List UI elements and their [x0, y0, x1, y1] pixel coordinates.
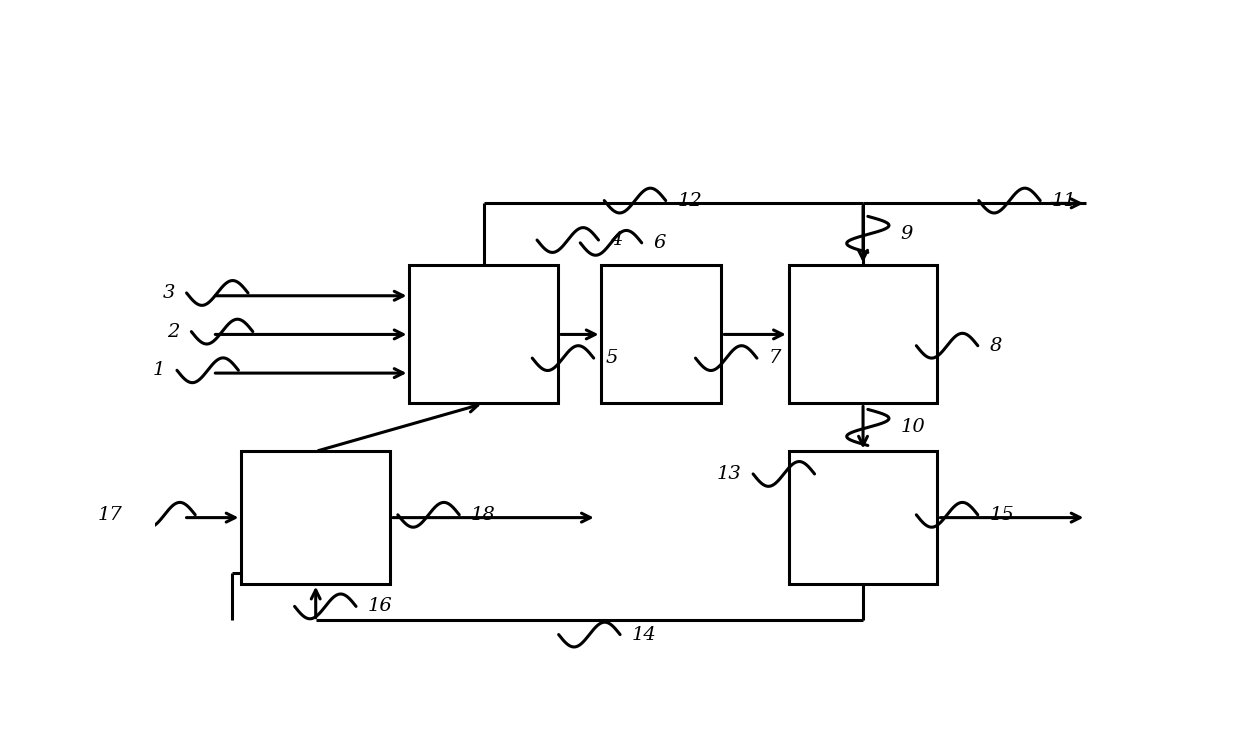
Text: 8: 8 — [989, 337, 1001, 355]
Bar — [601, 266, 721, 403]
Text: 18: 18 — [471, 506, 496, 524]
Text: 15: 15 — [989, 506, 1014, 524]
Text: 9: 9 — [901, 225, 913, 243]
Text: 4: 4 — [610, 231, 622, 249]
Bar — [789, 452, 938, 584]
Bar — [242, 452, 390, 584]
Bar — [789, 266, 938, 403]
Text: 2: 2 — [167, 323, 180, 340]
Text: 14: 14 — [632, 626, 657, 643]
Bar — [409, 266, 559, 403]
Text: 6: 6 — [653, 234, 665, 252]
Text: 7: 7 — [768, 349, 781, 367]
Text: 11: 11 — [1052, 192, 1077, 209]
Text: 10: 10 — [901, 419, 926, 436]
Text: 12: 12 — [678, 192, 703, 209]
Text: 17: 17 — [98, 506, 123, 524]
Text: 13: 13 — [717, 465, 742, 483]
Text: 1: 1 — [154, 362, 166, 379]
Text: 16: 16 — [368, 597, 393, 616]
Text: 5: 5 — [605, 349, 617, 367]
Text: 3: 3 — [162, 284, 175, 302]
